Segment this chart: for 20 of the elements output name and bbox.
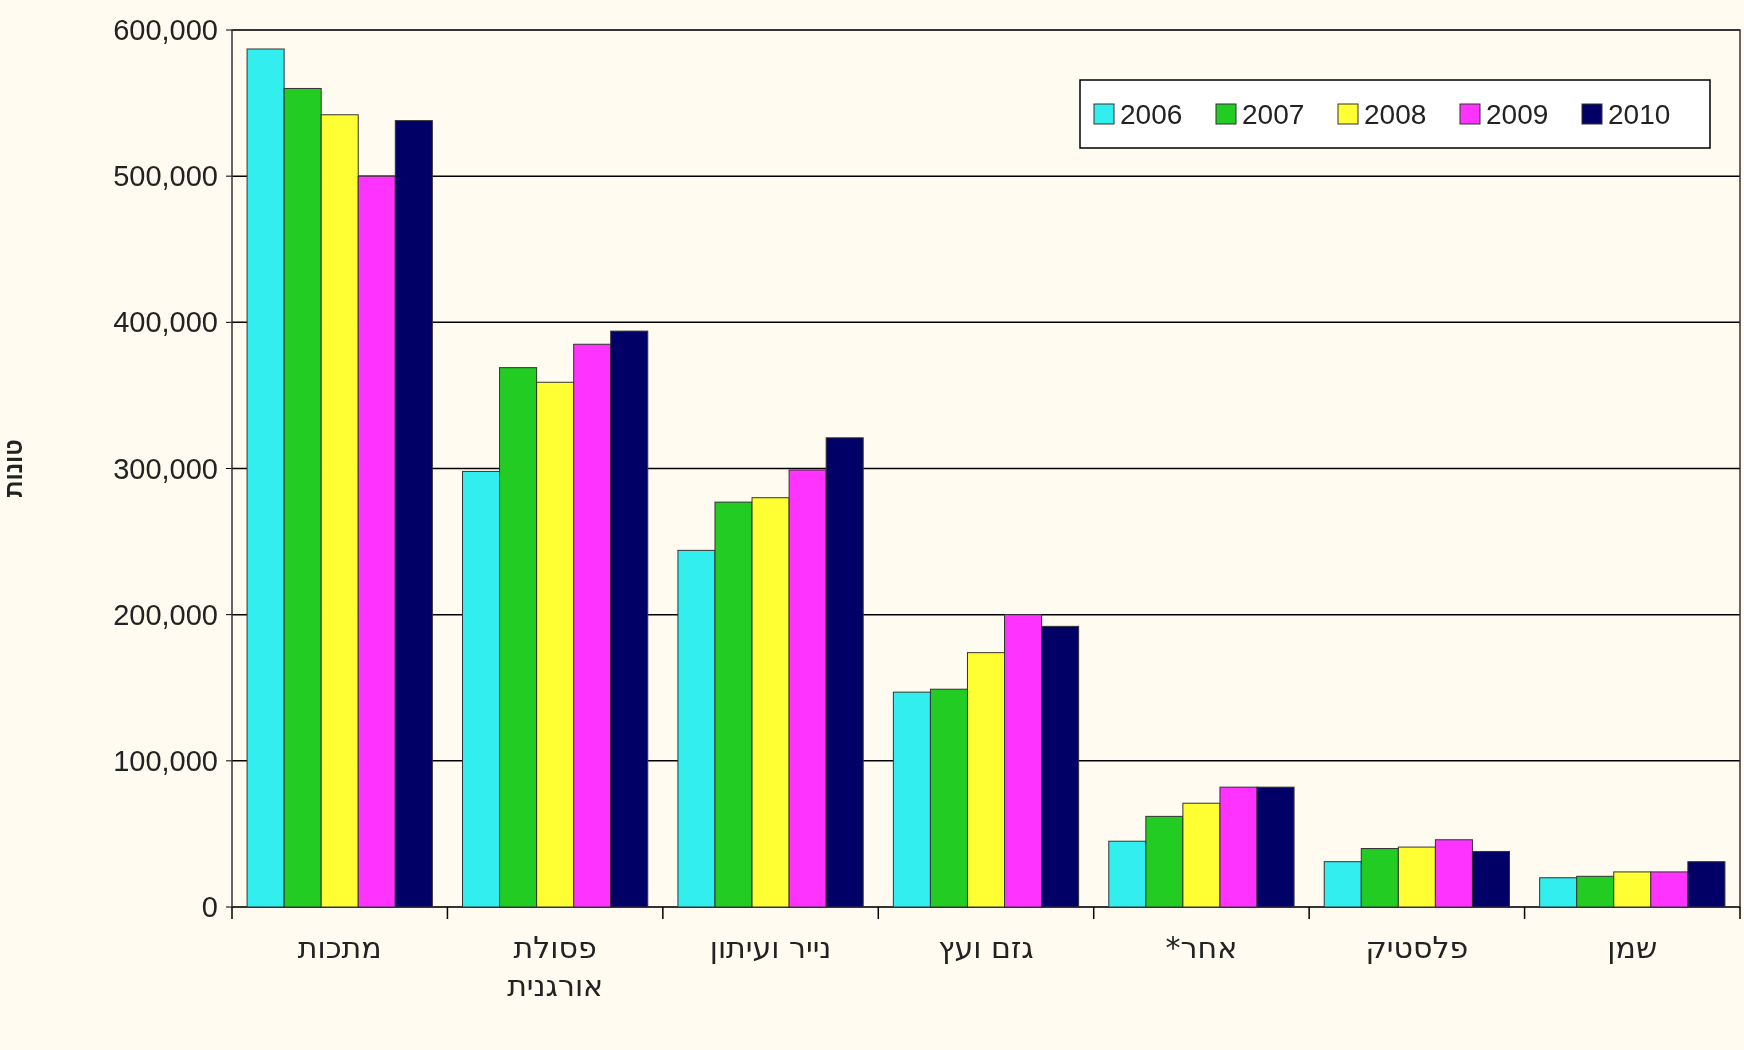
legend-label: 2010	[1608, 99, 1671, 130]
y-tick-label: 300,000	[113, 452, 218, 485]
y-tick-label: 100,000	[113, 744, 218, 777]
x-tick-label: מתכות	[296, 929, 383, 967]
y-tick-label: 600,000	[113, 14, 218, 46]
legend-label: 2006	[1120, 99, 1183, 130]
y-axis-title: טונות	[0, 439, 27, 498]
y-tick-label: 0	[201, 891, 218, 923]
legend-label: 2008	[1364, 99, 1427, 130]
x-tick-label: שמן	[1606, 929, 1659, 967]
y-tick-label: 400,000	[113, 306, 218, 339]
x-tick-label: גזם ועץ	[937, 929, 1035, 967]
legend-label: 2007	[1242, 99, 1305, 130]
y-tick-label: 200,000	[113, 598, 218, 631]
x-tick-label: אחר*	[1164, 929, 1239, 967]
legend-label: 2009	[1486, 99, 1549, 130]
x-tick-label: פסולת אורגנית	[506, 929, 605, 1005]
x-tick-label: פלסטיק	[1364, 929, 1470, 967]
x-tick-label: נייר ועיתון	[708, 929, 833, 967]
y-tick-label: 500,000	[113, 160, 218, 193]
